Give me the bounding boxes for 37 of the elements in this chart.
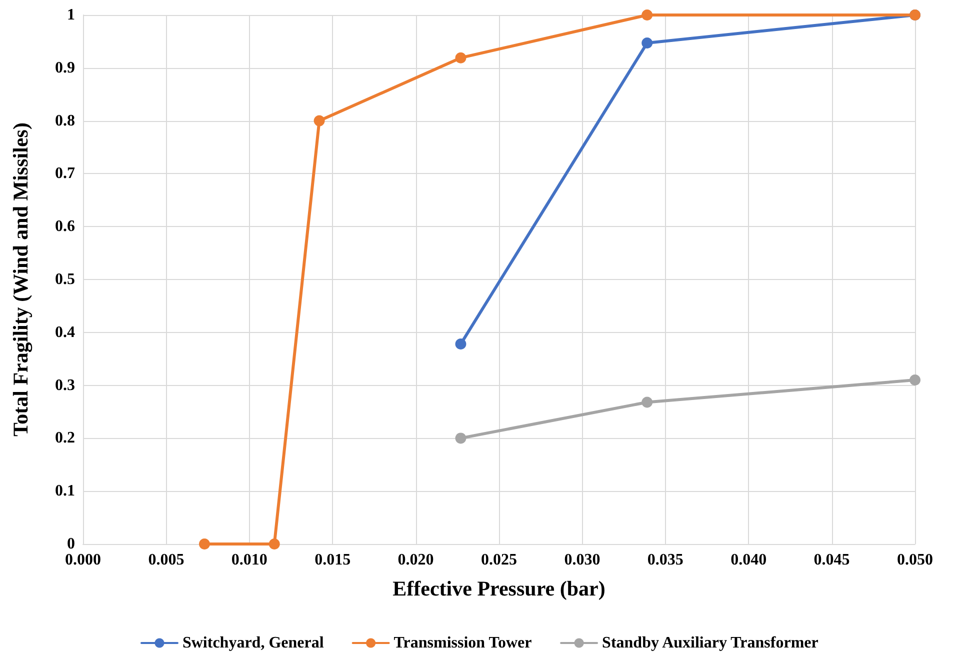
x-tick-label: 0.015 (314, 552, 351, 568)
x-tick-label: 0.050 (897, 552, 933, 568)
point (642, 396, 653, 408)
x-axis-title: Effective Pressure (bar) (392, 576, 606, 600)
y-axis-title: Total Fragility (Wind and Missiles) (8, 122, 32, 436)
point (314, 115, 325, 126)
x-tick-label: 0.045 (814, 552, 850, 568)
x-tick-label: 0.005 (148, 552, 184, 568)
legend-label: Transmission Tower (394, 634, 532, 652)
legend-label: Switchyard, General (182, 634, 324, 652)
y-tick-label: 0.7 (55, 165, 75, 182)
point (455, 432, 466, 444)
point (910, 374, 920, 386)
y-tick-label: 0.3 (55, 376, 75, 394)
x-tick-label: 0.000 (65, 552, 101, 568)
y-tick-label: 0.6 (55, 218, 75, 236)
x-tick-label: 0.040 (730, 552, 767, 568)
point (642, 38, 653, 49)
y-tick-label: 0.8 (55, 112, 75, 130)
y-tick-label: 0.1 (55, 482, 75, 500)
y-tick-label: 0.9 (55, 59, 75, 76)
y-tick-label: 0.5 (55, 271, 75, 288)
x-tick-label: 0.025 (481, 552, 517, 568)
x-tick-label: 0.020 (398, 552, 434, 568)
y-tick-label: 0.2 (55, 430, 75, 447)
point (455, 338, 466, 350)
y-tick-label: 0 (67, 536, 75, 552)
point (455, 52, 466, 64)
point (642, 10, 653, 20)
legend-label: Standby Auxiliary Transformer (602, 634, 818, 652)
point (198, 538, 210, 550)
y-tick-label: 0.4 (55, 324, 75, 341)
y-tick-label: 1 (67, 6, 75, 24)
x-tick-label: 0.010 (231, 552, 268, 568)
x-tick-label: 0.035 (647, 552, 684, 568)
x-tick-label: 0.030 (564, 552, 600, 568)
point (268, 538, 280, 550)
